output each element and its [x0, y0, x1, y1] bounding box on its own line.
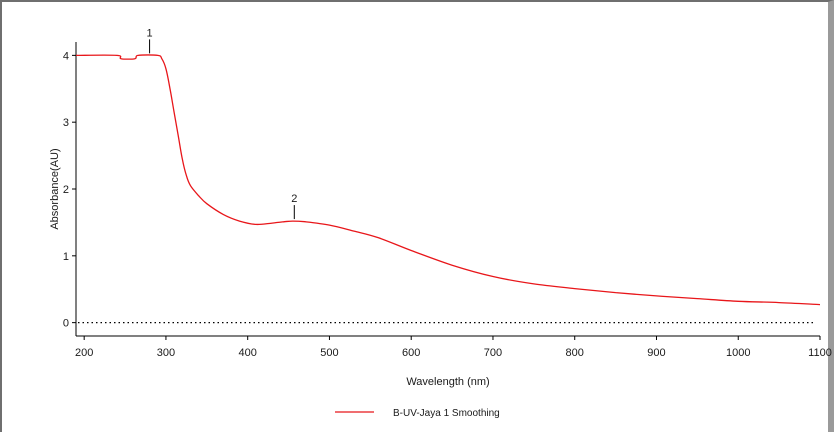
axes: 0 1 2 3 4 200 300 400 500 600 700 800 900 1000 1100: [63, 42, 832, 359]
x-tick-label: 400: [239, 347, 257, 359]
x-tick-label: 500: [320, 347, 338, 359]
x-tick-label: 200: [75, 347, 93, 359]
y-tick-label: 4: [63, 50, 69, 62]
peak-markers: 12: [147, 27, 297, 220]
y-tick-label: 1: [63, 251, 69, 263]
x-tick-label: 1100: [808, 347, 832, 359]
legend-label: B-UV-Jaya 1 Smoothing: [393, 408, 500, 419]
y-tick-label: 2: [63, 184, 69, 196]
peak-label: 1: [147, 27, 153, 39]
x-tick-label: 600: [402, 347, 420, 359]
x-tick-label: 1000: [726, 347, 750, 359]
y-axis-title: Absorbance(AU): [49, 148, 61, 229]
x-tick-label: 300: [157, 347, 175, 359]
peak-label: 2: [291, 193, 297, 205]
x-axis-title: Wavelength (nm): [406, 376, 489, 388]
x-tick-label: 700: [484, 347, 502, 359]
legend: B-UV-Jaya 1 Smoothing: [335, 408, 500, 419]
series-line: [75, 54, 821, 306]
series-layer: [75, 54, 821, 306]
x-tick-label: 900: [647, 347, 665, 359]
y-tick-label: 3: [63, 117, 69, 129]
y-tick-label: 0: [63, 318, 69, 330]
x-tick-label: 800: [566, 347, 584, 359]
